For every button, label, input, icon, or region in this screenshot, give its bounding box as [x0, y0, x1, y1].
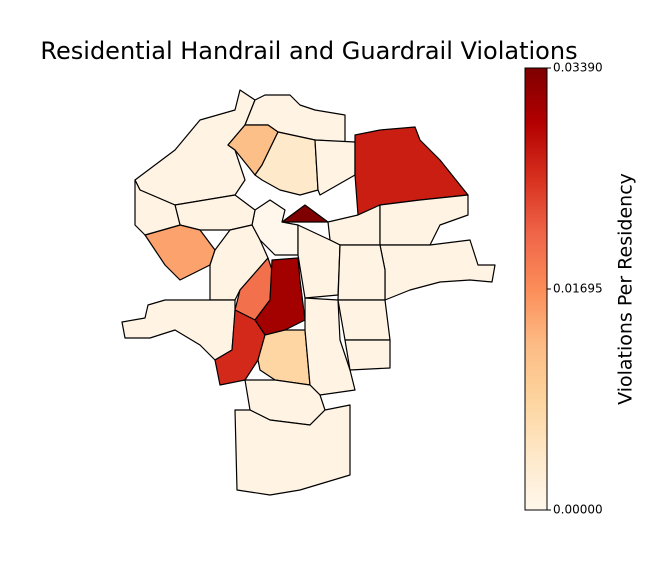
colorbar-tick-label: 0.00000 [553, 503, 603, 517]
regions [121, 89, 496, 496]
colorbar [524, 67, 548, 511]
region [337, 299, 391, 341]
region [134, 179, 181, 236]
colorbar-tick-label: 0.03390 [553, 61, 603, 75]
region [344, 339, 391, 371]
region [304, 297, 356, 396]
region [144, 224, 216, 281]
region [337, 244, 386, 301]
colorbar-label: Violations Per Residency [615, 173, 637, 405]
region [281, 204, 329, 223]
region [209, 224, 269, 301]
colorbar-tick-label: 0.01695 [553, 282, 603, 296]
region [121, 299, 236, 361]
map-title: Residential Handrail and Guardrail Viola… [40, 37, 577, 65]
region [327, 204, 381, 246]
region [234, 404, 351, 496]
region [314, 139, 356, 196]
region [379, 239, 496, 301]
region [257, 329, 311, 386]
